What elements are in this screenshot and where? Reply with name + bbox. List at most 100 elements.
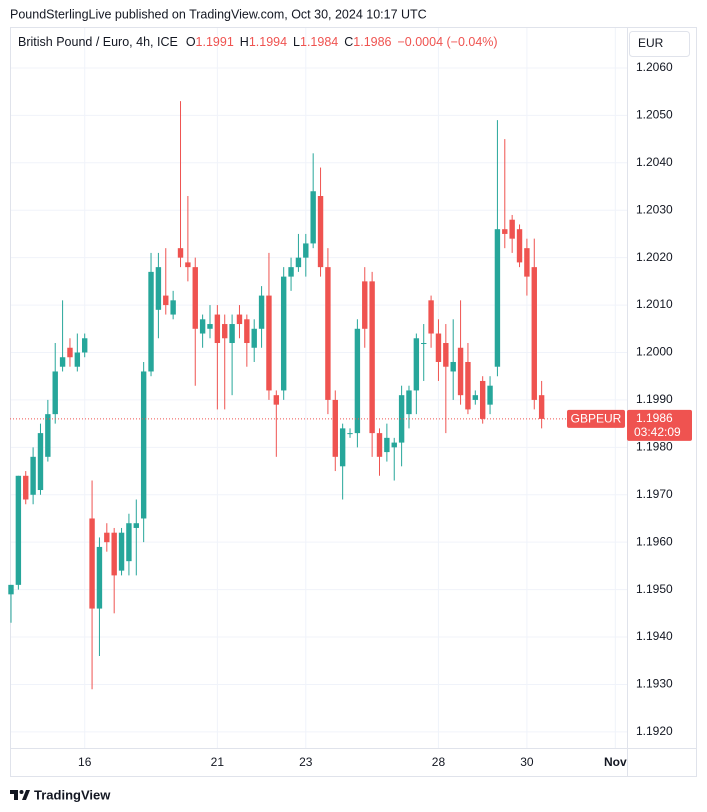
y-tick-label: 1.1990 bbox=[636, 392, 673, 406]
candle-body bbox=[199, 319, 206, 334]
price-tag: GBPEUR 1.1986 03:42:09 bbox=[567, 409, 692, 441]
high-value: 1.1994 bbox=[249, 35, 287, 49]
candle-body bbox=[457, 347, 464, 396]
candle-body bbox=[96, 546, 103, 609]
symbol-tag-label: GBPEUR bbox=[571, 412, 622, 426]
y-tick-label: 1.1920 bbox=[636, 724, 673, 738]
candle-body bbox=[37, 433, 44, 491]
candles bbox=[8, 101, 567, 690]
candle-body bbox=[391, 442, 397, 448]
candle-body bbox=[111, 532, 117, 576]
candle-body bbox=[251, 328, 257, 348]
symbol: British Pound / Euro, 4h, ICE bbox=[18, 35, 178, 49]
candle-body bbox=[59, 357, 66, 367]
candle-body bbox=[347, 433, 353, 435]
price-tag-countdown: 03:42:09 bbox=[634, 425, 681, 439]
candle-body bbox=[15, 475, 22, 585]
x-tick-label: 30 bbox=[520, 755, 534, 769]
currency-label[interactable]: EUR bbox=[638, 36, 664, 50]
open-label: O bbox=[186, 35, 196, 49]
logo-slash bbox=[22, 790, 30, 800]
x-tick-label: 28 bbox=[432, 755, 446, 769]
candle-body bbox=[104, 532, 110, 543]
candle-body bbox=[376, 433, 383, 457]
candle-body bbox=[354, 328, 361, 434]
candle-body bbox=[384, 437, 390, 453]
chart-frame bbox=[10, 27, 697, 777]
logo-mark bbox=[10, 790, 18, 800]
y-tick-label: 1.2040 bbox=[636, 155, 673, 169]
candle-body bbox=[421, 343, 427, 345]
candle-body bbox=[82, 338, 88, 353]
candle-body bbox=[479, 380, 486, 419]
candle-body bbox=[443, 343, 449, 367]
y-tick-label: 1.2000 bbox=[636, 345, 673, 359]
candle-body bbox=[8, 584, 14, 595]
open-value: 1.1991 bbox=[196, 35, 234, 49]
logo-dot bbox=[19, 790, 24, 794]
candle-body bbox=[413, 338, 420, 391]
price-tag-value: 1.1986 bbox=[636, 411, 673, 425]
candle-body bbox=[30, 456, 36, 495]
candle-body bbox=[531, 267, 537, 400]
candle-body bbox=[207, 324, 213, 329]
y-tick-label: 1.2030 bbox=[636, 202, 673, 216]
candle-body bbox=[435, 333, 442, 362]
candle-body bbox=[118, 532, 125, 571]
candle-body bbox=[89, 518, 95, 609]
candle-body bbox=[317, 196, 324, 268]
candle-body bbox=[288, 267, 294, 277]
candle-body bbox=[192, 267, 198, 329]
candle-body bbox=[487, 385, 493, 405]
candle-body bbox=[23, 475, 29, 500]
candle-body bbox=[74, 352, 81, 367]
y-tick-label: 1.2060 bbox=[636, 60, 673, 74]
candle-body bbox=[258, 295, 265, 329]
candle-body bbox=[148, 271, 154, 372]
candle-body bbox=[325, 267, 331, 400]
close-label: C bbox=[344, 35, 353, 49]
candle-body bbox=[406, 390, 412, 415]
y-tick-label: 1.1980 bbox=[636, 440, 673, 454]
candle-body bbox=[229, 324, 235, 344]
y-tick-label: 1.1970 bbox=[636, 487, 673, 501]
candle-body bbox=[494, 229, 501, 367]
x-tick-label: Nov bbox=[604, 755, 627, 769]
y-tick-label: 1.1960 bbox=[636, 534, 673, 548]
change-value: −0.0004 (−0.04%) bbox=[398, 35, 498, 49]
candle-body bbox=[185, 262, 191, 268]
candle-body bbox=[170, 300, 176, 315]
legend: British Pound / Euro, 4h, ICE O1.1991 H1.1… bbox=[18, 35, 498, 49]
y-tick-label: 1.2050 bbox=[636, 108, 673, 122]
candle-body bbox=[509, 219, 515, 239]
candle-body bbox=[339, 428, 346, 467]
candle-body bbox=[280, 276, 287, 391]
candle-body bbox=[398, 395, 405, 443]
candle-body bbox=[155, 267, 162, 310]
candle-body bbox=[236, 314, 243, 325]
logo: TradingView bbox=[10, 787, 111, 802]
candle-body bbox=[428, 300, 434, 334]
candle-body bbox=[266, 295, 272, 391]
high-label: H bbox=[240, 35, 249, 49]
symbol-tag bbox=[567, 409, 625, 428]
candle-body bbox=[295, 257, 302, 268]
price-tag-box bbox=[627, 409, 692, 441]
brand: TradingView bbox=[34, 787, 111, 802]
candle-body bbox=[45, 414, 51, 457]
candle-body bbox=[538, 395, 545, 419]
y-tick-label: 1.1950 bbox=[636, 582, 673, 596]
candle-body bbox=[450, 361, 456, 372]
candle-body bbox=[126, 523, 132, 562]
close-value: 1.1986 bbox=[353, 35, 391, 49]
candle-body bbox=[177, 248, 184, 258]
candle-body bbox=[369, 281, 375, 434]
candle-body bbox=[67, 347, 73, 358]
currency-button[interactable] bbox=[629, 31, 690, 57]
candle-body bbox=[273, 395, 280, 405]
candle-body bbox=[362, 281, 368, 329]
candle-body bbox=[222, 324, 228, 339]
y-tick-label: 1.1940 bbox=[636, 629, 673, 643]
